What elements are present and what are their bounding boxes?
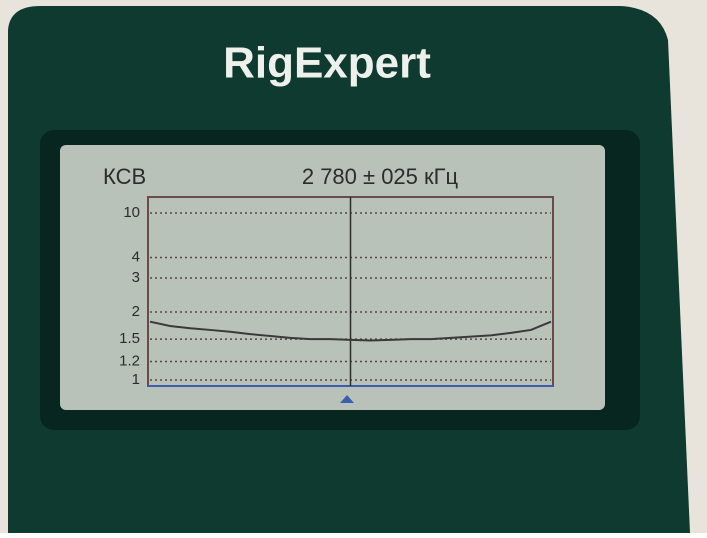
y-tick-label: 2 [132,303,140,320]
y-label: КСВ [103,164,146,189]
y-tick-label: 1.5 [119,330,140,347]
page: RigExpert КСВ 2 780 ± 025 кГц 1 1.2 1.5 2 3 4… [0,0,707,533]
title: 2 780 ± 025 кГц [302,164,459,189]
y-tick-label: 10 [123,204,140,221]
y-tick-label: 1 [132,371,140,388]
y-tick-label: 1.2 [119,352,140,369]
y-tick-label: 3 [132,269,140,286]
y-tick-label: 4 [132,249,140,266]
brand: RigExpert [223,39,431,88]
photo: RigExpert КСВ 2 780 ± 025 кГц 1 1.2 1.5 2 3 4… [0,0,707,533]
